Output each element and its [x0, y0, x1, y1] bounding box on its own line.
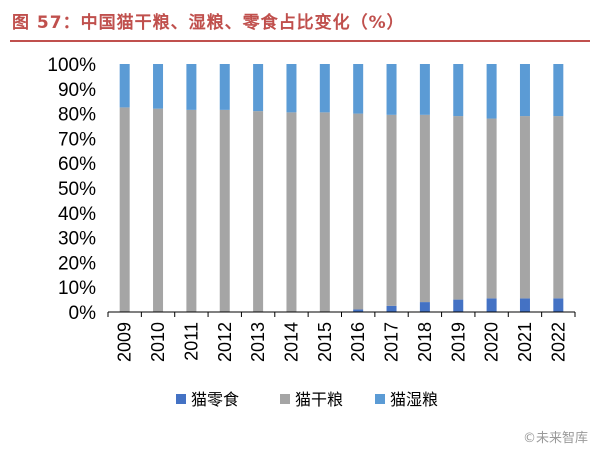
bar-segment-2 [519, 116, 530, 299]
legend-label: 猫湿粮 [390, 390, 438, 409]
legend-swatch [375, 394, 385, 404]
chart-title: 图 57：中国猫干粮、湿粮、零食占比变化（%） [12, 13, 405, 33]
title-rule [10, 40, 590, 42]
x-tick-label: 2022 [548, 322, 568, 362]
bar-segment-3 [419, 64, 430, 115]
bar-segment-3 [319, 64, 330, 113]
x-tick-label: 2017 [382, 322, 402, 362]
bar-segment-3 [353, 64, 364, 114]
bar-segment-2 [219, 109, 230, 312]
legend-label: 猫零食 [191, 390, 239, 409]
y-tick-label: 70% [58, 129, 96, 150]
bar-segment-2 [453, 116, 464, 300]
bar-segment-1 [486, 298, 497, 312]
bars-group [119, 64, 564, 313]
bar-segment-3 [386, 64, 397, 115]
x-tick-label: 2010 [148, 322, 168, 362]
bar-segment-3 [453, 64, 464, 117]
y-tick-label: 100% [47, 55, 96, 76]
bar-segment-2 [186, 109, 197, 312]
bar-segment-2 [419, 114, 430, 303]
bar-segment-3 [186, 64, 197, 110]
bar-segment-2 [353, 113, 364, 310]
bar-segment-1 [386, 305, 397, 312]
x-tick-label: 2014 [281, 322, 301, 362]
bar-segment-3 [153, 64, 164, 109]
x-tick-label: 2016 [348, 322, 368, 362]
x-tick-label: 2021 [515, 322, 535, 362]
x-tick-label: 2020 [482, 322, 502, 362]
y-axis-ticks: 0% 10% 20% 30% 40% 50% 60% 70% 80% 90% 100% [47, 55, 96, 324]
x-tick-label: 2018 [415, 322, 435, 362]
bar-segment-2 [119, 107, 130, 313]
y-tick-label: 40% [58, 204, 96, 225]
y-tick-label: 80% [58, 105, 96, 126]
x-tick-label: 2015 [315, 322, 335, 362]
bar-segment-3 [486, 64, 497, 119]
x-tick-label: 2019 [448, 322, 468, 362]
legend-swatch [280, 394, 290, 404]
legend-swatch [176, 394, 186, 404]
y-tick-label: 30% [58, 229, 96, 250]
bar-segment-1 [353, 309, 364, 312]
bar-segment-2 [553, 116, 564, 299]
bar-segment-2 [153, 108, 164, 312]
legend: 猫零食 猫干粮 猫湿粮 [176, 390, 438, 409]
bar-segment-3 [286, 64, 297, 113]
bar-segment-1 [419, 302, 430, 312]
y-tick-label: 90% [58, 80, 96, 101]
x-tick-label: 2012 [215, 322, 235, 362]
x-tick-label: 2013 [248, 322, 268, 362]
watermark: ©未来智库 [522, 431, 588, 446]
legend-label: 猫干粮 [295, 390, 343, 409]
y-tick-label: 10% [58, 278, 96, 299]
bar-segment-1 [519, 298, 530, 312]
bar-segment-2 [286, 112, 297, 312]
bar-segment-3 [253, 64, 264, 112]
y-tick-label: 50% [58, 179, 96, 200]
bar-segment-3 [553, 64, 564, 117]
x-axis-ticks: 2009 2010 2011 2012 2013 2014 2015 2016 2017 2018… [107, 312, 576, 362]
bar-segment-3 [119, 64, 130, 108]
bar-segment-2 [319, 112, 330, 312]
bar-segment-1 [553, 298, 564, 312]
y-tick-label: 20% [58, 253, 96, 274]
y-tick-label: 0% [69, 303, 97, 324]
y-tick-label: 60% [58, 154, 96, 175]
bar-segment-2 [253, 111, 264, 313]
bar-segment-2 [486, 118, 497, 299]
bar-segment-2 [386, 114, 397, 306]
bar-segment-3 [219, 64, 230, 110]
x-tick-label: 2011 [181, 322, 201, 361]
bar-segment-1 [453, 299, 464, 312]
x-tick-label: 2009 [115, 322, 135, 362]
bar-segment-3 [519, 64, 530, 117]
